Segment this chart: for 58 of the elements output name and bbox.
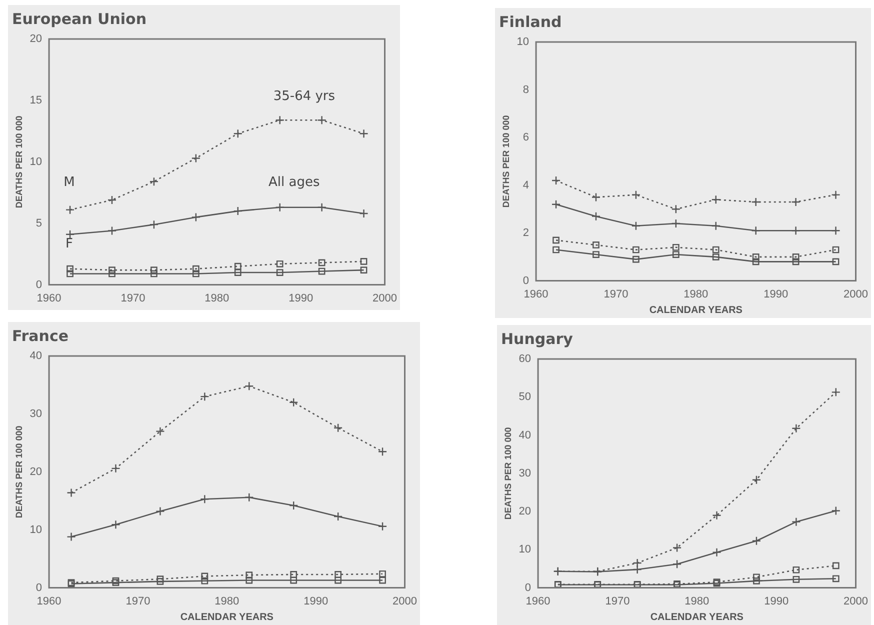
y-tick-label: 20 — [30, 33, 42, 46]
x-tick-label: 1960 — [526, 595, 550, 608]
y-tick-label: 10 — [518, 544, 532, 556]
x-tick-label: 1960 — [36, 595, 62, 608]
y-tick-label: 30 — [518, 467, 532, 480]
y-tick-label: 0 — [524, 582, 532, 594]
y-tick-label: 10 — [516, 36, 530, 48]
y-tick-label: 8 — [522, 84, 530, 96]
y-tick-label: 15 — [30, 94, 42, 106]
y-tick-label: 0 — [522, 274, 530, 287]
chart-title: European Union — [12, 10, 147, 28]
y-tick-label: 6 — [522, 132, 530, 144]
x-tick-label: 1980 — [684, 595, 710, 608]
y-tick-label: 10 — [30, 524, 42, 536]
y-tick-label: 50 — [518, 391, 532, 404]
y-tick-label: 40 — [30, 350, 42, 362]
y-tick-label: 0 — [36, 278, 42, 291]
x-tick-label: 2000 — [844, 595, 868, 608]
x-tick-label: 1960 — [524, 288, 548, 300]
x-axis-title: CALENDAR YEARS — [649, 304, 743, 316]
y-axis-title: DEATHS PER 100 000 — [14, 426, 24, 518]
x-tick-label: 1990 — [764, 595, 789, 608]
x-tick-label: 1970 — [120, 292, 146, 304]
chart-title: Finland — [499, 12, 562, 31]
x-tick-label: 1990 — [288, 292, 314, 304]
y-axis-title: DEATHS PER 100 000 — [500, 115, 511, 208]
y-tick-label: 10 — [30, 156, 42, 168]
annotation: All ages — [268, 174, 320, 190]
y-tick-label: 40 — [518, 429, 532, 442]
x-tick-label: 1960 — [36, 292, 62, 304]
x-tick-label: 1980 — [214, 595, 240, 608]
x-tick-label: 2000 — [844, 288, 868, 300]
annotation: M — [64, 174, 75, 190]
y-tick-label: 5 — [36, 217, 42, 230]
annotation: F — [65, 236, 73, 252]
x-tick-label: 1990 — [304, 595, 328, 608]
chart-title: France — [12, 326, 69, 345]
y-tick-label: 30 — [30, 408, 42, 420]
x-tick-label: 2000 — [372, 292, 398, 304]
y-tick-label: 60 — [518, 353, 532, 366]
chart-title: Hungary — [501, 330, 574, 348]
x-tick-label: 1970 — [126, 595, 150, 608]
y-tick-label: 2 — [522, 227, 530, 240]
y-tick-label: 4 — [522, 179, 530, 192]
x-tick-label: 1990 — [764, 288, 788, 300]
y-tick-label: 0 — [36, 582, 42, 594]
x-tick-label: 2000 — [392, 595, 418, 608]
x-axis-title: CALENDAR YEARS — [650, 612, 744, 623]
x-axis-title: CALENDAR YEARS — [180, 612, 274, 623]
x-tick-label: 1980 — [684, 288, 708, 300]
y-tick-label: 20 — [518, 506, 532, 518]
x-tick-label: 1970 — [605, 595, 630, 608]
annotation: 35-64 yrs — [273, 88, 336, 104]
x-tick-label: 1980 — [204, 292, 230, 304]
y-axis-title: DEATHS PER 100 000 — [14, 116, 24, 208]
x-tick-label: 1970 — [604, 288, 628, 300]
y-tick-label: 20 — [30, 466, 42, 478]
y-axis-title: DEATHS PER 100 000 — [502, 427, 513, 520]
